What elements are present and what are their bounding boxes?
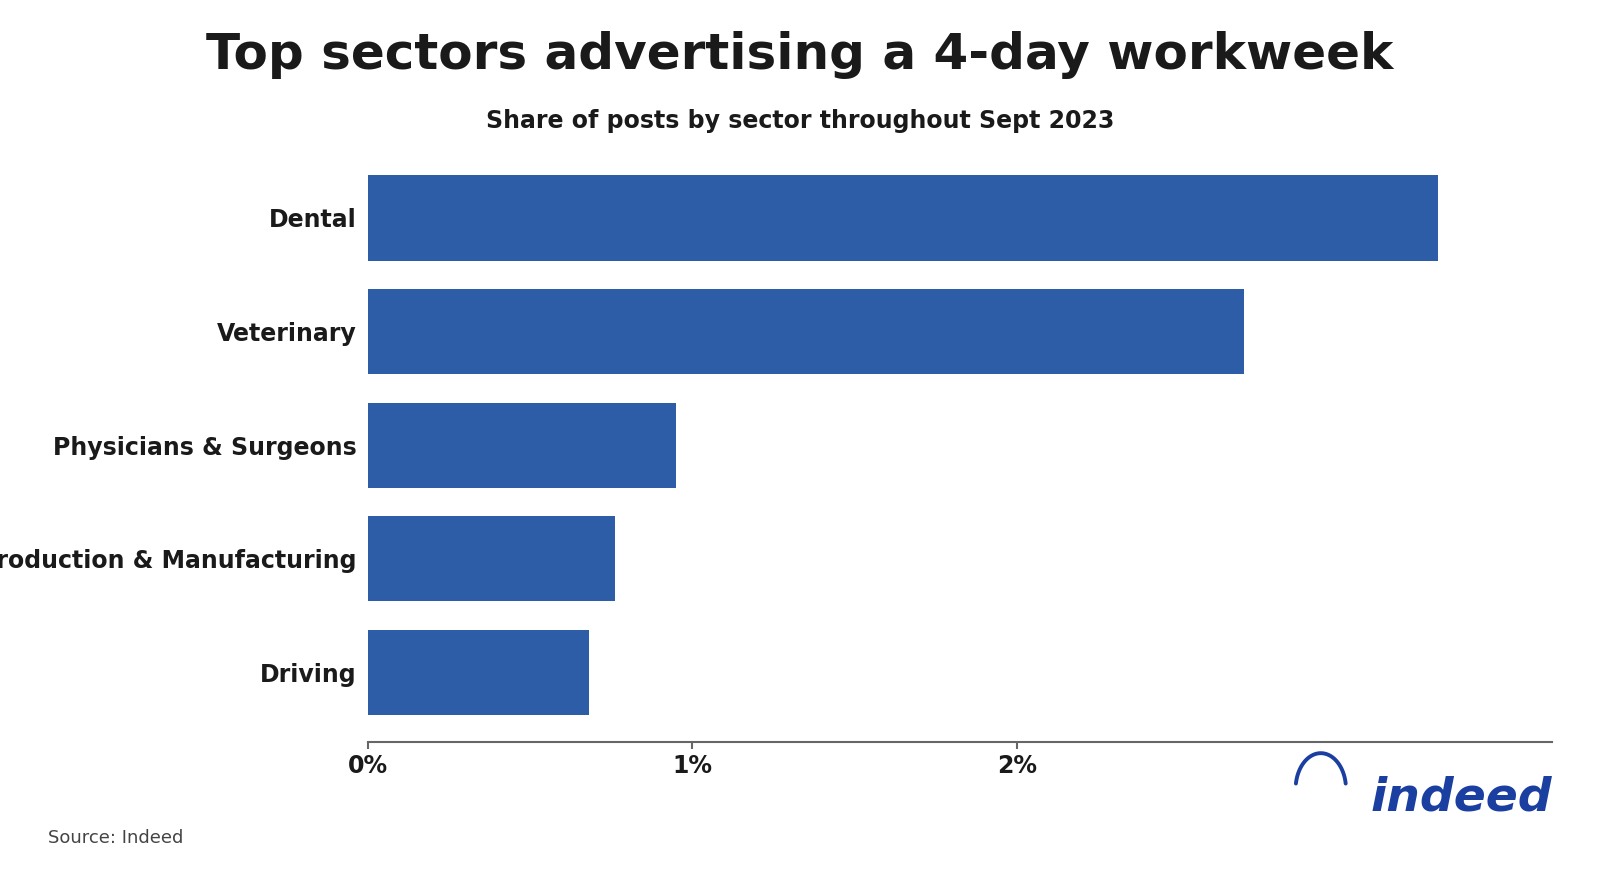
Text: Source: Indeed: Source: Indeed — [48, 828, 184, 847]
Text: Share of posts by sector throughout Sept 2023: Share of posts by sector throughout Sept… — [486, 109, 1114, 133]
Bar — [368, 175, 1438, 261]
Bar — [368, 402, 677, 488]
Bar — [368, 516, 614, 601]
Bar — [368, 629, 589, 715]
Text: Top sectors advertising a 4-day workweek: Top sectors advertising a 4-day workweek — [206, 31, 1394, 79]
Bar — [368, 289, 1243, 375]
Text: indeed: indeed — [1370, 775, 1552, 821]
